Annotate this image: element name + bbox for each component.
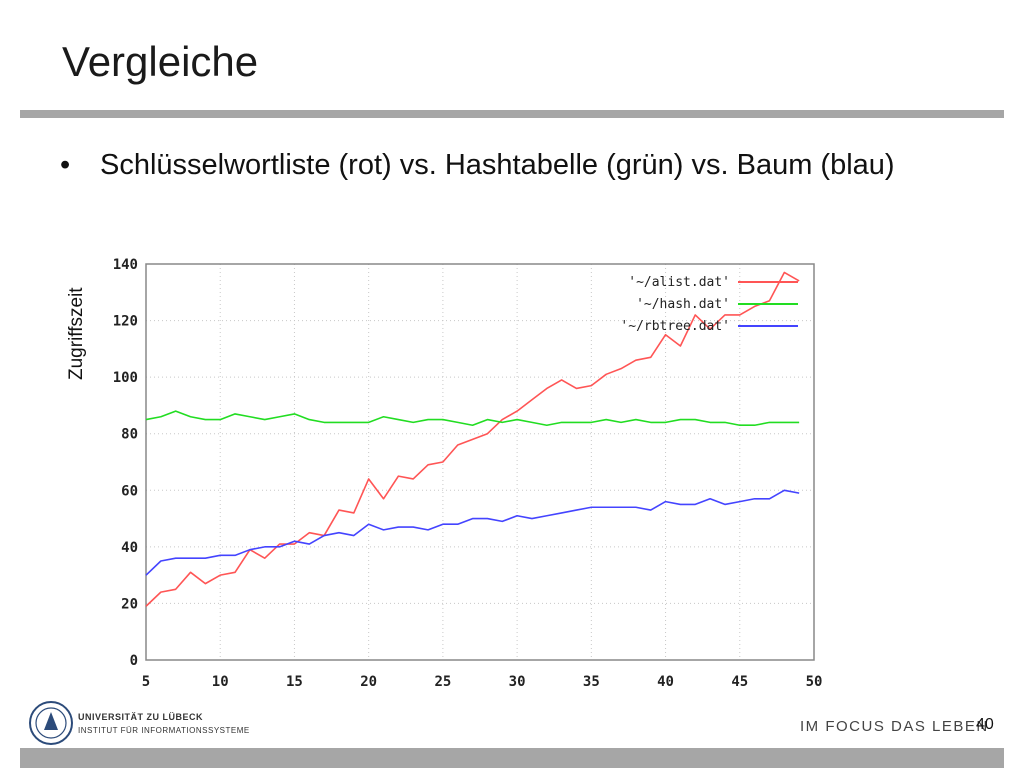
y-tick-label: 40 xyxy=(121,540,138,556)
y-tick-label: 20 xyxy=(121,596,138,612)
page-number: 40 xyxy=(976,716,994,733)
university-name: UNIVERSITÄT ZU LÜBECK xyxy=(78,712,203,722)
y-tick-label: 80 xyxy=(121,427,138,443)
x-tick-label: 5 xyxy=(142,674,150,690)
plot-frame xyxy=(145,263,815,661)
y-axis-label: Zugriffszeit xyxy=(66,287,87,380)
y-tick-label: 140 xyxy=(113,257,138,273)
slide-title: Vergleiche xyxy=(62,38,259,85)
footer-bar xyxy=(20,748,1004,768)
series-line-0 xyxy=(145,271,800,607)
y-tick-label: 60 xyxy=(121,483,138,499)
title-divider xyxy=(20,110,1004,118)
bullet-marker: • xyxy=(60,149,71,181)
institute-name: INSTITUT FÜR INFORMATIONSSYSTEME xyxy=(78,726,250,735)
x-tick-label: 30 xyxy=(509,674,526,690)
y-tick-label: 100 xyxy=(113,370,138,386)
legend-label: '~/alist.dat' xyxy=(628,275,730,290)
footer-slogan: IM FOCUS DAS LEBEN xyxy=(800,718,989,735)
series-line-2 xyxy=(145,489,800,576)
bullet-text: Schlüsselwortliste (rot) vs. Hashtabelle… xyxy=(100,149,895,181)
x-tick-label: 50 xyxy=(806,674,823,690)
x-tick-label: 40 xyxy=(657,674,674,690)
x-tick-label: 10 xyxy=(212,674,229,690)
x-tick-label: 15 xyxy=(286,674,303,690)
x-tick-label: 35 xyxy=(583,674,600,690)
line-chart: 0 20 40 60 80 100 120 140 5 10 15 20 25 30 35 40 45 50 '~/… xyxy=(113,257,823,690)
x-tick-label: 20 xyxy=(360,674,377,690)
y-tick-label: 0 xyxy=(130,653,138,669)
legend-label: '~/hash.dat' xyxy=(636,297,730,312)
y-tick-label: 120 xyxy=(113,314,138,330)
x-tick-label: 25 xyxy=(434,674,451,690)
legend-label: '~/rbtree.dat' xyxy=(620,319,730,334)
x-tick-label: 45 xyxy=(731,674,748,690)
university-logo xyxy=(28,700,248,748)
series-line-1 xyxy=(145,410,800,427)
university-seal-icon xyxy=(29,701,73,745)
